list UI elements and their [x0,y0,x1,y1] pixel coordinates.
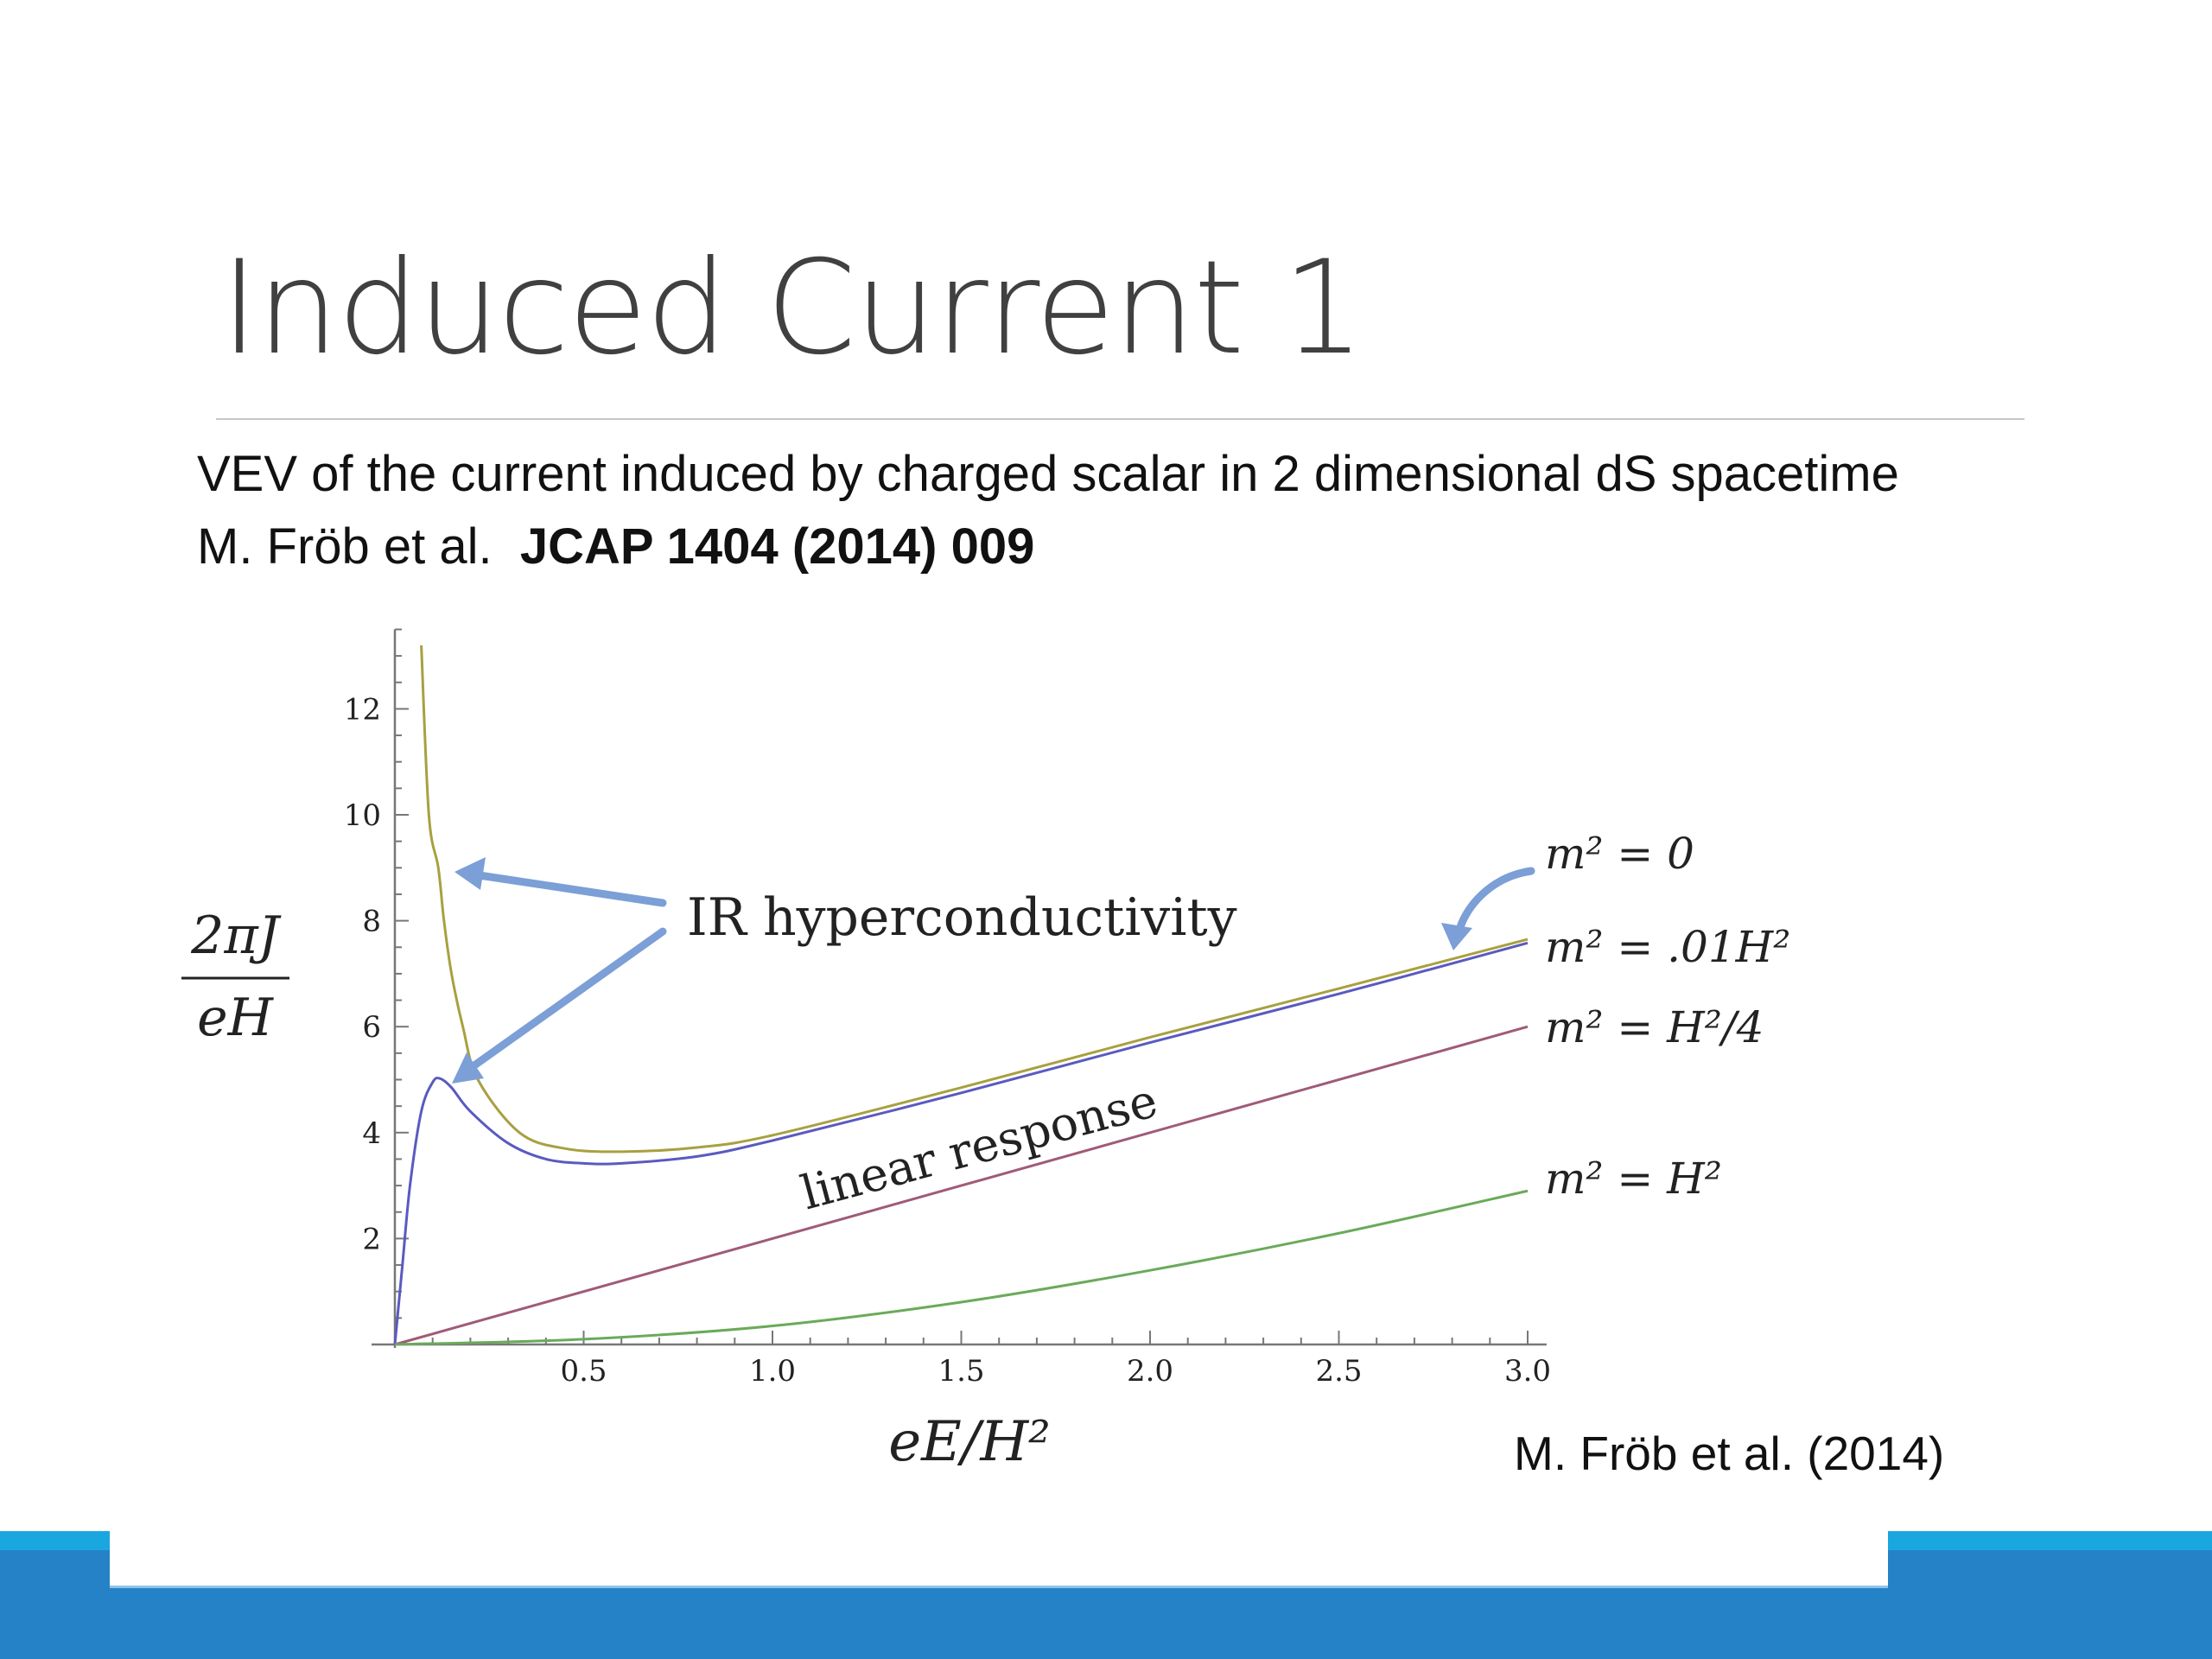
annotation-ir-hyperconductivity: IR hyperconductivity [687,887,1237,948]
title-divider [216,418,2024,420]
citation: M. Fröb et al. (2014) [1514,1427,1945,1480]
slide-title: Induced Current 1 [220,233,1364,384]
reference-line: M. Fröb et al. JCAP 1404 (2014) 009 [197,522,1034,572]
x-tick-label: 3.0 [1504,1354,1551,1389]
y-tick-label: 10 [344,798,381,833]
arrow-ir-lower [464,927,667,1074]
y-axis-label-numerator: 2πJ [190,906,282,966]
y-tick-label: 12 [344,692,381,727]
description-line: VEV of the current induced by charged sc… [197,446,1899,502]
series-label: m² = H² [1545,1154,1722,1204]
arrow-ir-upper [469,870,667,907]
series-line-2 [393,941,1529,1345]
y-axis-label-denominator: eH [197,988,275,1048]
y-tick-label: 6 [362,1010,381,1045]
annotation-linear-response: linear response [796,1073,1163,1220]
series-label: m² = 0 [1545,829,1694,879]
x-tick-label: 1.0 [749,1354,796,1389]
arrowhead-ir-upper [454,857,486,890]
y-tick-label: 4 [362,1116,381,1151]
x-axis-label: eE/H² [888,1410,1051,1474]
authors: M. Fröb et al. [197,518,493,575]
footer-white-panel [110,1521,1888,1588]
y-tick-label: 2 [362,1222,381,1256]
series-line-3 [394,1025,1529,1346]
series-label: m² = .01H² [1545,922,1790,972]
arrows [452,857,1535,1084]
x-tick-label: 2.0 [1127,1354,1173,1389]
arrowhead-m0 [1441,923,1472,950]
series-line-1 [420,645,1529,1154]
arrow-m0 [1454,867,1535,938]
series-label: m² = H²/4 [1545,1002,1764,1052]
series-line-4 [394,1189,1529,1346]
x-tick-label: 2.5 [1315,1354,1362,1389]
y-tick-label: 8 [362,905,381,939]
x-tick-label: 1.5 [938,1354,984,1389]
arrowhead-ir-lower [452,1052,484,1084]
journal-ref: JCAP 1404 (2014) 009 [519,518,1035,575]
x-tick-label: 0.5 [560,1354,607,1389]
